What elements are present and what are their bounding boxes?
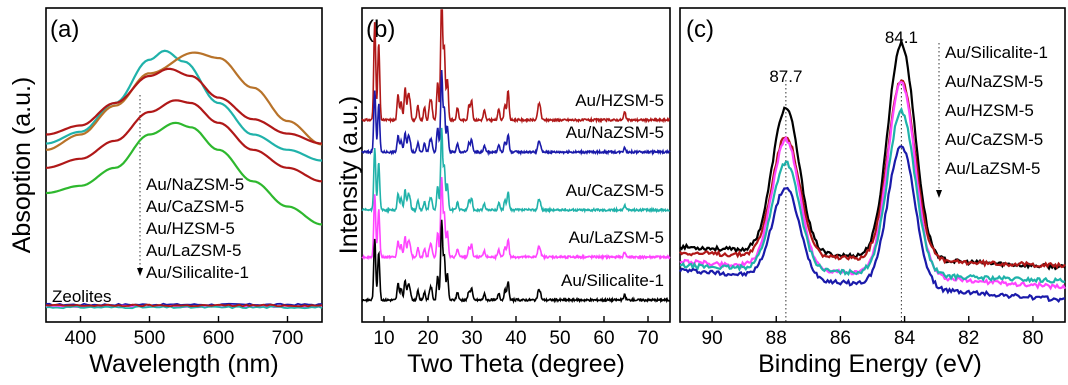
panel-a-zeolite-line-2 [45,305,323,310]
panel-c-frame [679,7,1066,323]
panel-a-xlabel: Wavelength (nm) [89,350,278,378]
panel-b-tick-label-4: 50 [549,328,570,349]
panel-a-series-0 [45,49,323,162]
panel-c-series-4 [679,145,1066,304]
panel-c: (c) Binding Energy (eV) 90 88 86 84 82 80 87.… [679,7,1066,378]
panel-a-series-3 [45,99,323,183]
panel-a-legend-entry-1: Au/CaZSM-5 [146,197,244,216]
panel-a-curves [45,49,323,226]
panel-a-frame [45,7,323,323]
panel-c-legend-entry-1: Au/NaZSM-5 [945,72,1043,91]
panel-b-ylabel: Intensity (a.u.) [335,96,363,254]
panel-c-tick-label-1: 88 [766,328,787,349]
panel-b-x-ticks: 10 20 30 40 50 60 70 [373,316,659,349]
panel-a-zeolite-curves [45,302,323,310]
panel-b-series-labels: Au/HZSM-5 Au/NaZSM-5 Au/CaZSM-5 Au/LaZSM-5 A… [561,91,664,290]
panel-a-legend-entry-4: Au/Silicalite-1 [146,263,249,282]
panel-c-series-1 [679,79,1066,270]
panel-b-series-3 [361,176,671,262]
panel-c-peak-labels: 87.7 84.1 [769,28,918,86]
panel-b-series-label-3: Au/LaZSM-5 [569,228,664,247]
panel-a-zeolite-line-3 [45,303,323,308]
panel-a-x-ticks: 400 500 600 700 [65,316,304,349]
panel-c-series-3 [679,106,1066,284]
panel-c-x-ticks: 90 88 86 84 82 80 [702,316,1043,349]
panel-b-series-0 [361,9,671,124]
panel-c-legend-entry-2: Au/HZSM-5 [945,101,1034,120]
panel-a-legend: Au/NaZSM-5 Au/CaZSM-5 Au/HZSM-5 Au/LaZSM-5 A… [146,175,249,282]
panel-a-tick-label-3: 700 [272,328,304,349]
panel-c-peak-guides [785,80,902,322]
panel-b-series-2 [361,127,670,215]
panel-c-tick-label-3: 84 [894,328,916,349]
panel-c-legend-entry-0: Au/Silicalite-1 [945,43,1048,62]
panel-a-legend-entry-3: Au/LaZSM-5 [146,241,241,260]
panel-c-series-0 [679,38,1066,271]
panel-b-series-label-2: Au/CaZSM-5 [566,181,664,200]
panel-c-tick-label-4: 82 [958,328,979,349]
panel-a-series-4 [45,121,323,226]
panel-b-series-label-4: Au/Silicalite-1 [561,271,664,290]
panel-c-peak-label-1: 84.1 [885,28,918,47]
panel-c-legend-entry-3: Au/CaZSM-5 [945,130,1043,149]
panel-a-legend-entry-0: Au/NaZSM-5 [146,175,244,194]
panel-a-series-2 [45,67,323,145]
panel-b-tick-label-0: 10 [373,328,394,349]
panel-a-label: (a) [50,16,79,43]
panel-b-series-1 [361,69,671,157]
panel-c-peak-label-0: 87.7 [769,67,802,86]
panel-b-label: (b) [366,16,395,43]
panel-a-tick-label-0: 400 [65,328,97,349]
panel-a-series-1 [45,51,323,151]
zeolites-label: Zeolites [52,287,112,306]
panel-c-tick-label-0: 90 [702,328,723,349]
panel-a-legend-entry-2: Au/HZSM-5 [146,219,235,238]
panel-b-xlabel: Two Theta (degree) [407,350,625,378]
panel-c-tick-label-5: 80 [1022,328,1043,349]
panel-b-tick-label-6: 70 [637,328,658,349]
panel-c-xlabel: Binding Energy (eV) [758,350,982,378]
panel-b-series-4 [361,219,671,305]
panel-c-legend: Au/Silicalite-1 Au/NaZSM-5 Au/HZSM-5 Au/CaZ… [945,43,1048,178]
panel-b: (b) Two Theta (degree) Intensity (a.u.) … [335,7,671,378]
panel-a-tick-label-2: 600 [203,328,235,349]
panel-a-arrow-head [137,268,143,276]
panel-c-curves [679,38,1066,304]
panel-c-arrow-head [936,190,942,198]
panel-b-tick-label-2: 30 [461,328,482,349]
panel-a: (a) Wavelength (nm) Absoption (a.u.) 400… [8,7,323,378]
panel-c-legend-entry-4: Au/LaZSM-5 [945,159,1040,178]
panel-b-curves [361,9,671,305]
panel-b-tick-label-5: 60 [593,328,614,349]
panel-b-tick-label-1: 20 [417,328,438,349]
panel-b-tick-label-3: 40 [505,328,526,349]
panel-c-tick-label-2: 86 [830,328,851,349]
panel-a-ylabel: Absoption (a.u.) [8,77,36,254]
panel-b-series-label-0: Au/HZSM-5 [575,91,664,110]
panel-b-series-label-1: Au/NaZSM-5 [566,123,664,142]
panel-c-label: (c) [686,16,714,43]
panel-a-tick-label-1: 500 [134,328,166,349]
